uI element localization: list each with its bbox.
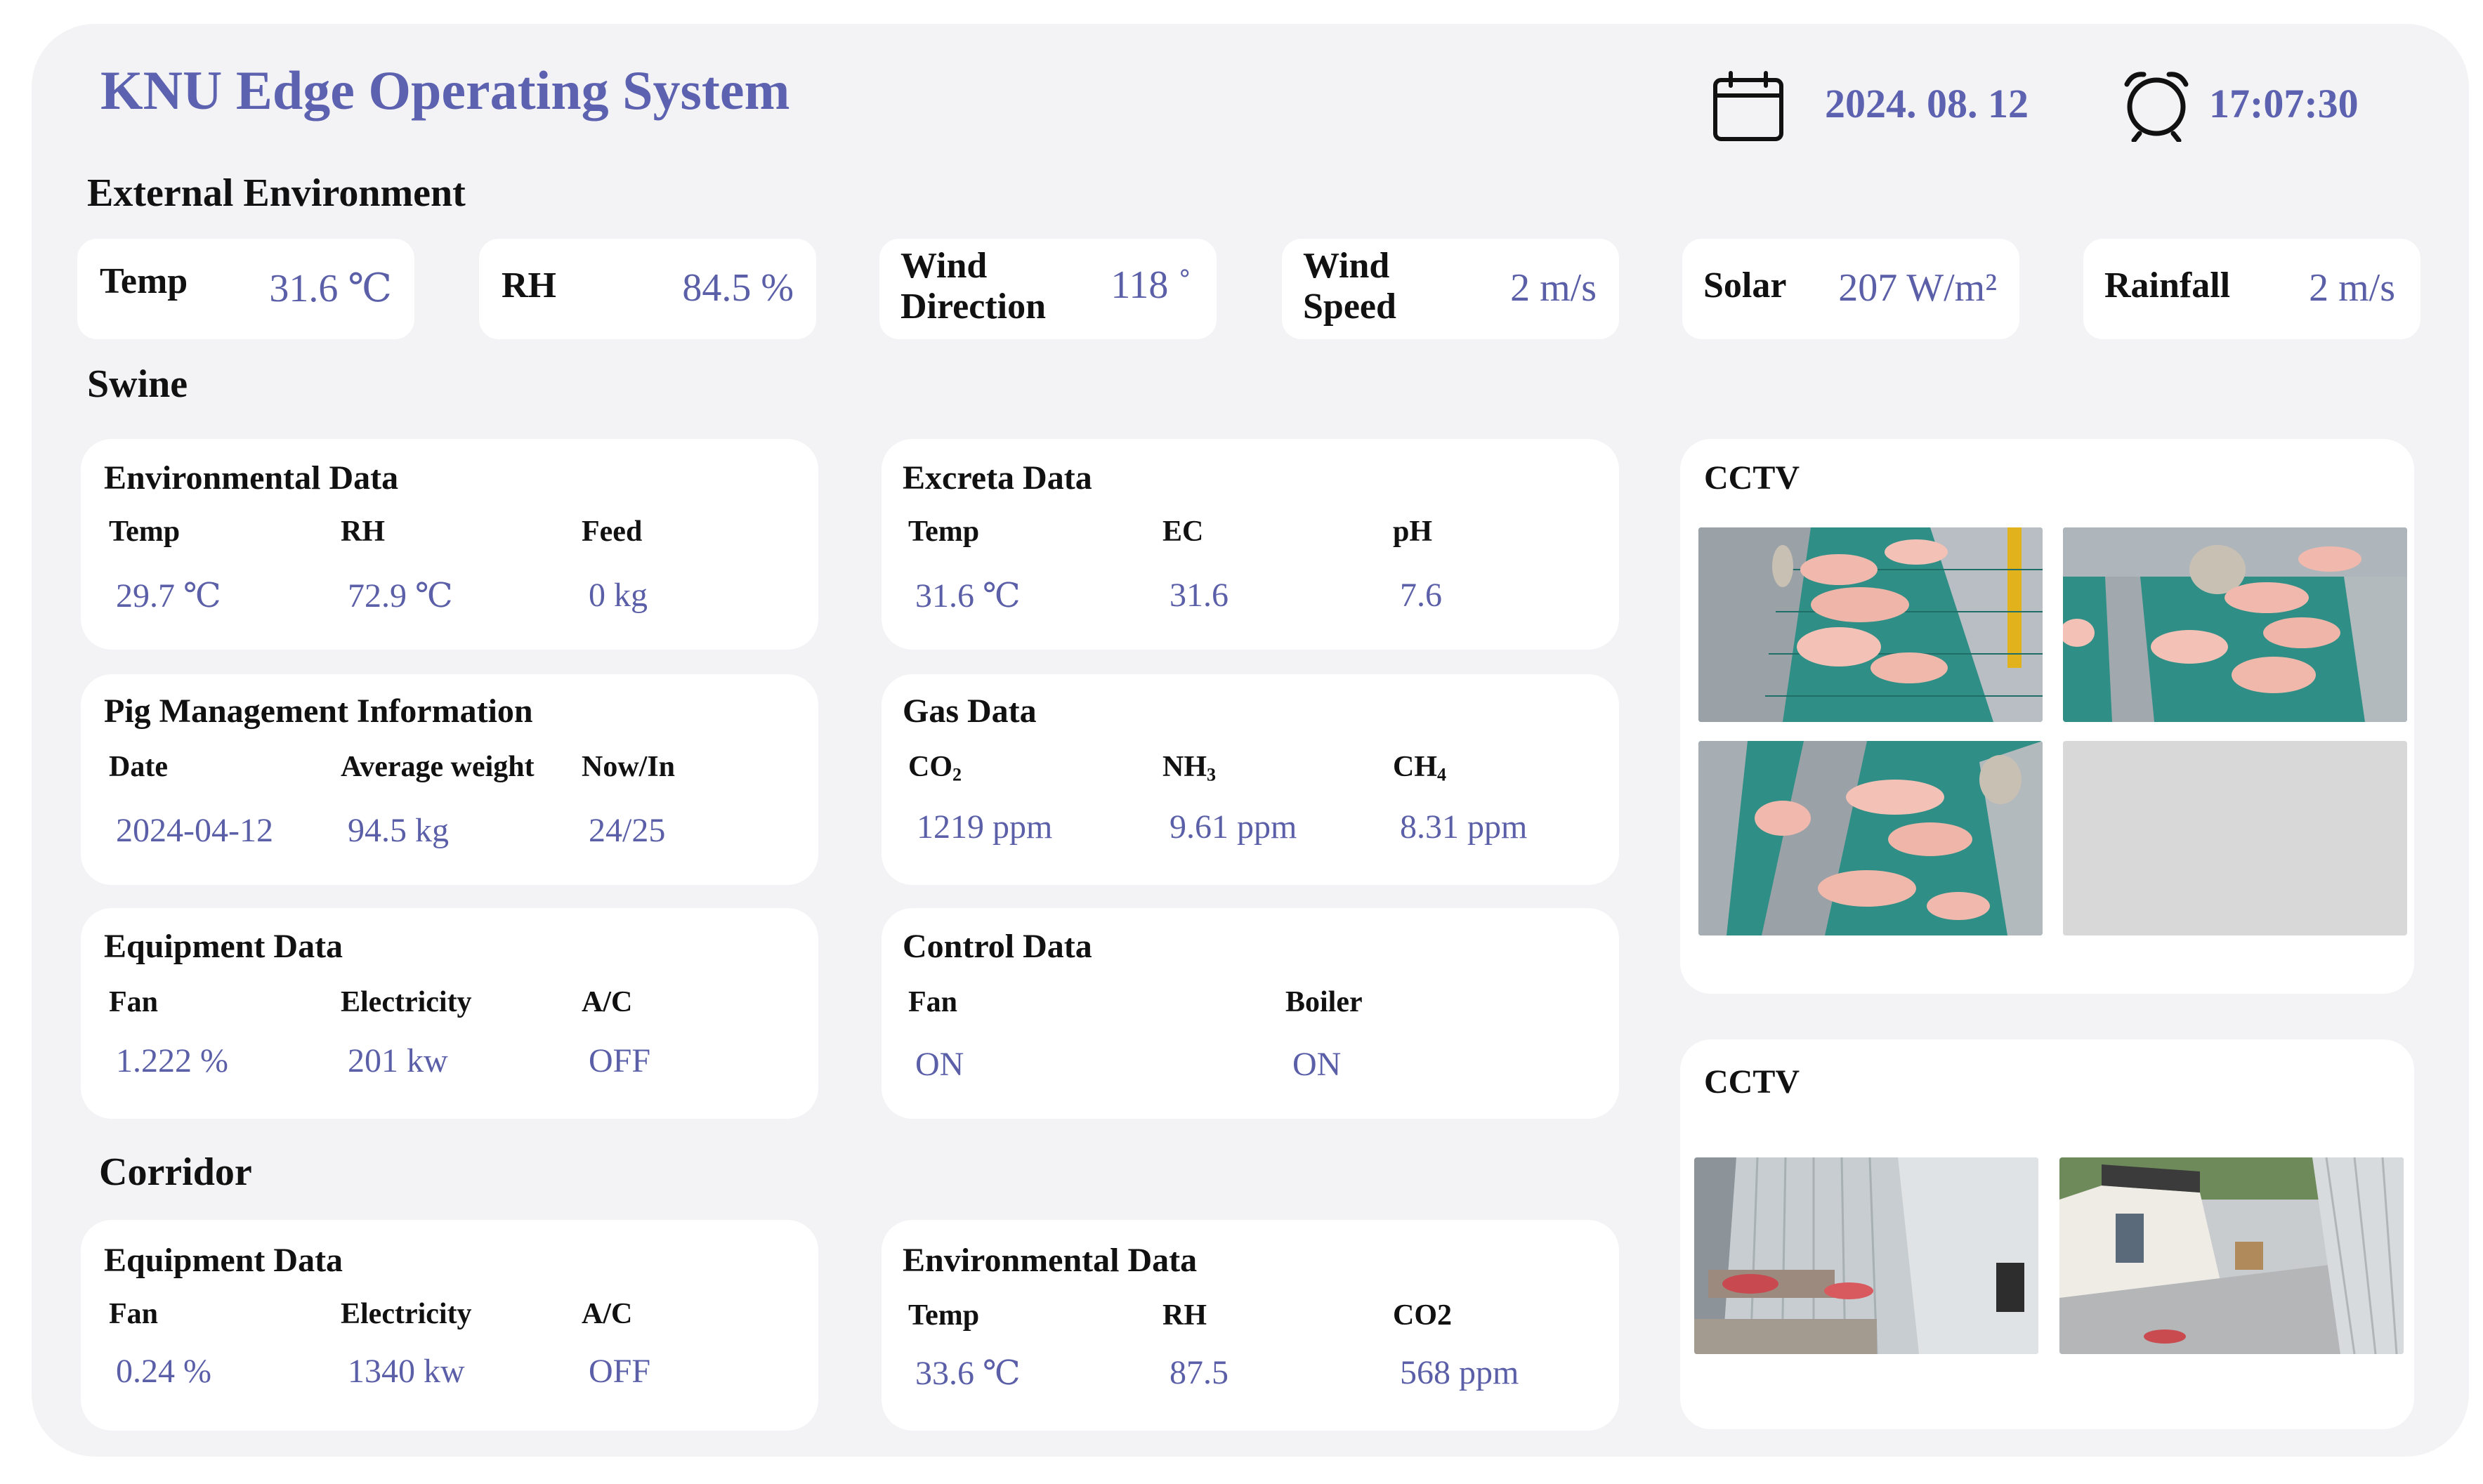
corridor-equip-ac-value: OFF bbox=[589, 1353, 651, 1390]
corridor-environmental-card: Environmental Data Temp RH CO2 33.6 ℃ 87… bbox=[882, 1220, 1619, 1431]
external-environment-heading: External Environment bbox=[87, 171, 466, 215]
external-rh-label: RH bbox=[502, 265, 556, 306]
gas-title: Gas Data bbox=[903, 692, 1037, 730]
excreta-ph-value: 7.6 bbox=[1400, 577, 1442, 614]
pig-now-in-label: Now/In bbox=[582, 751, 676, 783]
corridor-env-co2-value: 568 ppm bbox=[1400, 1354, 1519, 1391]
app-title: KNU Edge Operating System bbox=[100, 60, 790, 121]
external-wind-direction-label: Wind Direction bbox=[900, 246, 1046, 327]
swine-env-temp-label: Temp bbox=[109, 516, 181, 548]
excreta-temp-value: 31.6 ℃ bbox=[915, 577, 1021, 615]
gas-nh3-value: 9.61 ppm bbox=[1170, 808, 1297, 846]
control-fan-label: Fan bbox=[908, 986, 958, 1018]
corridor-equip-electricity-value: 1340 kw bbox=[348, 1353, 465, 1390]
external-temp-card: Temp 31.6 ℃ bbox=[77, 239, 414, 339]
swine-cctv-feed-3[interactable] bbox=[1698, 741, 2043, 935]
swine-cctv-feed-1[interactable] bbox=[1698, 527, 2043, 722]
control-title: Control Data bbox=[903, 928, 1092, 965]
external-solar-card: Solar 207 W/m² bbox=[1682, 239, 2019, 339]
swine-cctv-feed-4-empty[interactable] bbox=[2063, 741, 2407, 935]
swine-env-feed-label: Feed bbox=[582, 516, 643, 548]
pig-date-label: Date bbox=[109, 751, 168, 783]
swine-cctv-title: CCTV bbox=[1704, 459, 1800, 497]
excreta-ec-label: EC bbox=[1162, 516, 1204, 548]
external-wind-direction-card: Wind Direction 118 ˚ bbox=[879, 239, 1217, 339]
current-time: 17:07:30 bbox=[2209, 81, 2359, 126]
pig-now-in-value: 24/25 bbox=[589, 812, 666, 849]
corridor-environmental-title: Environmental Data bbox=[903, 1242, 1198, 1279]
gas-co2-value: 1219 ppm bbox=[917, 808, 1053, 846]
external-rainfall-value: 2 m/s bbox=[2309, 266, 2395, 310]
external-temp-label: Temp bbox=[100, 261, 188, 301]
external-wind-speed-value: 2 m/s bbox=[1510, 266, 1597, 310]
swine-equipment-title: Equipment Data bbox=[104, 928, 343, 965]
excreta-temp-label: Temp bbox=[908, 516, 980, 548]
corridor-cctv-title: CCTV bbox=[1704, 1063, 1800, 1101]
swine-cctv-card: CCTV bbox=[1680, 439, 2414, 994]
swine-equip-ac-label: A/C bbox=[582, 986, 633, 1018]
corridor-equipment-title: Equipment Data bbox=[104, 1242, 343, 1279]
pig-average-weight-value: 94.5 kg bbox=[348, 812, 449, 849]
excreta-title: Excreta Data bbox=[903, 459, 1092, 497]
swine-equip-fan-value: 1.222 % bbox=[116, 1042, 228, 1079]
external-rainfall-card: Rainfall 2 m/s bbox=[2083, 239, 2420, 339]
corridor-equip-electricity-label: Electricity bbox=[341, 1298, 472, 1330]
swine-environmental-card: Environmental Data Temp RH Feed 29.7 ℃ 7… bbox=[81, 439, 818, 650]
external-solar-value: 207 W/m² bbox=[1838, 266, 1997, 310]
swine-env-temp-value: 29.7 ℃ bbox=[116, 577, 221, 615]
external-wind-speed-label: Wind Speed bbox=[1303, 246, 1396, 327]
external-rh-value: 84.5 % bbox=[682, 266, 794, 310]
excreta-ph-label: pH bbox=[1393, 516, 1433, 548]
external-solar-label: Solar bbox=[1703, 265, 1787, 306]
external-rainfall-label: Rainfall bbox=[2104, 265, 2231, 306]
alarm-clock-icon bbox=[2121, 69, 2192, 143]
swine-equip-ac-value: OFF bbox=[589, 1042, 651, 1079]
corridor-equip-fan-value: 0.24 % bbox=[116, 1353, 211, 1390]
control-card: Control Data Fan Boiler ON ON bbox=[882, 908, 1619, 1119]
swine-equip-fan-label: Fan bbox=[109, 986, 159, 1018]
swine-environmental-title: Environmental Data bbox=[104, 459, 399, 497]
pig-date-value: 2024-04-12 bbox=[116, 812, 273, 849]
pig-management-card: Pig Management Information Date Average … bbox=[81, 674, 818, 885]
control-fan-value[interactable]: ON bbox=[915, 1046, 964, 1083]
swine-heading: Swine bbox=[87, 362, 188, 406]
corridor-equip-ac-label: A/C bbox=[582, 1298, 633, 1330]
corridor-env-rh-value: 87.5 bbox=[1170, 1354, 1229, 1391]
excreta-ec-value: 31.6 bbox=[1170, 577, 1229, 614]
gas-card: Gas Data CO2 NH3 CH4 1219 ppm 9.61 ppm 8… bbox=[882, 674, 1619, 885]
control-boiler-label: Boiler bbox=[1285, 986, 1363, 1018]
external-rh-card: RH 84.5 % bbox=[479, 239, 816, 339]
swine-equipment-card: Equipment Data Fan Electricity A/C 1.222… bbox=[81, 908, 818, 1119]
swine-env-feed-value: 0 kg bbox=[589, 577, 648, 614]
swine-env-rh-value: 72.9 ℃ bbox=[348, 577, 453, 615]
external-wind-speed-card: Wind Speed 2 m/s bbox=[1282, 239, 1619, 339]
corridor-env-rh-label: RH bbox=[1162, 1299, 1207, 1332]
swine-cctv-feed-2[interactable] bbox=[2063, 527, 2407, 722]
gas-nh3-label: NH3 bbox=[1162, 751, 1217, 785]
corridor-env-temp-value: 33.6 ℃ bbox=[915, 1355, 1021, 1392]
corridor-equip-fan-label: Fan bbox=[109, 1298, 159, 1330]
corridor-cctv-card: CCTV bbox=[1680, 1039, 2414, 1429]
gas-ch4-label: CH4 bbox=[1393, 751, 1447, 785]
corridor-equipment-card: Equipment Data Fan Electricity A/C 0.24 … bbox=[81, 1220, 818, 1431]
gas-ch4-value: 8.31 ppm bbox=[1400, 808, 1528, 846]
pig-average-weight-label: Average weight bbox=[341, 751, 535, 783]
corridor-env-temp-label: Temp bbox=[908, 1299, 980, 1332]
control-boiler-value[interactable]: ON bbox=[1292, 1046, 1342, 1083]
gas-co2-label: CO2 bbox=[908, 751, 962, 785]
swine-equip-electricity-value: 201 kw bbox=[348, 1042, 448, 1079]
external-wind-direction-value: 118 ˚ bbox=[1111, 263, 1191, 307]
pig-management-title: Pig Management Information bbox=[104, 692, 533, 730]
corridor-heading: Corridor bbox=[99, 1150, 252, 1194]
corridor-env-co2-label: CO2 bbox=[1393, 1299, 1452, 1332]
swine-equip-electricity-label: Electricity bbox=[341, 986, 472, 1018]
swine-env-rh-label: RH bbox=[341, 516, 385, 548]
corridor-cctv-feed-2[interactable] bbox=[2059, 1157, 2404, 1354]
calendar-icon bbox=[1711, 70, 1786, 145]
excreta-card: Excreta Data Temp EC pH 31.6 ℃ 31.6 7.6 bbox=[882, 439, 1619, 650]
corridor-cctv-feed-1[interactable] bbox=[1694, 1157, 2038, 1354]
external-temp-value: 31.6 ℃ bbox=[269, 267, 392, 310]
current-date: 2024. 08. 12 bbox=[1825, 81, 2029, 126]
